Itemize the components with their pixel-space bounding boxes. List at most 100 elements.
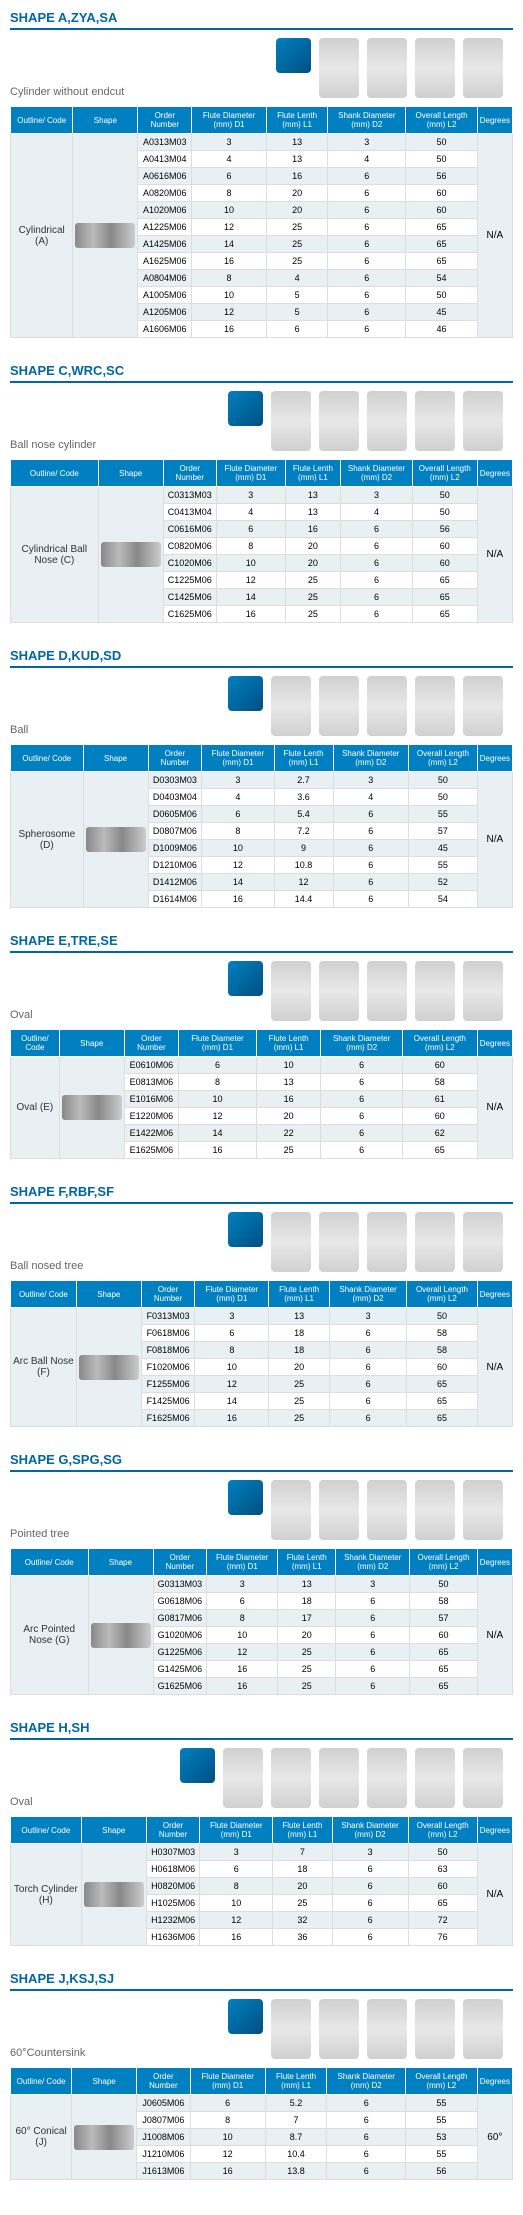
product-thumb xyxy=(367,961,407,1021)
product-thumb xyxy=(367,676,407,736)
data-cell: 10 xyxy=(200,1895,273,1912)
data-cell: 36 xyxy=(273,1929,332,1946)
product-images xyxy=(228,961,513,1021)
table-row: Cylindrical (A)A0313M03313350N/A xyxy=(11,134,513,151)
data-cell: 6 xyxy=(332,1929,408,1946)
data-cell: 65 xyxy=(407,1376,478,1393)
data-cell: 6 xyxy=(336,1644,410,1661)
col-header: Flute Lenth (mm) L1 xyxy=(269,1281,330,1308)
data-cell: 12 xyxy=(192,304,267,321)
data-cell: 14 xyxy=(202,874,274,891)
shape-title: SHAPE F,RBF,SF xyxy=(10,1184,513,1204)
data-cell: A1225M06 xyxy=(138,219,192,236)
data-cell: 8 xyxy=(192,185,267,202)
data-cell: 25 xyxy=(285,606,341,623)
data-cell: 20 xyxy=(285,538,341,555)
data-cell: 63 xyxy=(408,1861,477,1878)
outline-cell: Oval (E) xyxy=(11,1057,60,1159)
data-cell: F0618M06 xyxy=(141,1325,195,1342)
section: SHAPE J,KSJ,SJ60°CountersinkOutline/ Cod… xyxy=(10,1971,513,2180)
data-cell: 5.2 xyxy=(265,2095,327,2112)
data-cell: 6 xyxy=(333,857,409,874)
col-header: Shank Diameter (mm) D2 xyxy=(327,2068,406,2095)
data-cell: 16 xyxy=(200,1929,273,1946)
product-thumb xyxy=(271,961,311,1021)
product-thumb xyxy=(367,1999,407,2059)
data-cell: 25 xyxy=(269,1376,330,1393)
data-cell: 6 xyxy=(336,1678,410,1695)
data-cell: 65 xyxy=(410,1644,477,1661)
section: SHAPE D,KUD,SDBallOutline/ CodeShapeOrde… xyxy=(10,648,513,908)
product-thumb xyxy=(463,1480,503,1540)
data-cell: 54 xyxy=(406,270,477,287)
col-header: Overall Length (mm) L2 xyxy=(409,745,478,772)
outline-cell: Cylindrical Ball Nose (C) xyxy=(11,487,99,623)
data-cell: F1255M06 xyxy=(141,1376,195,1393)
degrees-cell: N/A xyxy=(477,1576,512,1695)
data-cell: G0817M06 xyxy=(153,1610,207,1627)
col-header: Outline/ Code xyxy=(11,1549,89,1576)
data-cell: 8 xyxy=(195,1342,269,1359)
data-cell: 14 xyxy=(195,1393,269,1410)
shape-title: SHAPE J,KSJ,SJ xyxy=(10,1971,513,1991)
data-cell: 3 xyxy=(333,772,409,789)
data-cell: 14 xyxy=(179,1125,257,1142)
col-header: Order Number xyxy=(141,1281,195,1308)
col-header: Shape xyxy=(81,1817,146,1844)
data-cell: 6 xyxy=(190,2095,265,2112)
data-cell: 12 xyxy=(207,1644,278,1661)
product-thumb xyxy=(319,1212,359,1272)
data-cell: 16 xyxy=(202,891,274,908)
shape-thumb xyxy=(86,827,146,852)
col-header: Degrees xyxy=(477,1281,512,1308)
col-header: Flute Diameter (mm) D1 xyxy=(202,745,274,772)
data-cell: 50 xyxy=(408,1844,477,1861)
data-cell: G1225M06 xyxy=(153,1644,207,1661)
data-cell: 6 xyxy=(328,321,406,338)
data-cell: C1625M06 xyxy=(163,606,216,623)
data-cell: 65 xyxy=(408,1895,477,1912)
data-cell: 6 xyxy=(329,1376,406,1393)
data-cell: A1205M06 xyxy=(138,304,192,321)
data-cell: 56 xyxy=(406,168,477,185)
data-cell: 10 xyxy=(195,1359,269,1376)
data-cell: 6 xyxy=(332,1878,408,1895)
data-cell: 55 xyxy=(409,857,478,874)
data-cell: 56 xyxy=(412,521,477,538)
data-cell: D1412M06 xyxy=(148,874,202,891)
data-cell: 10 xyxy=(192,202,267,219)
data-cell: A1005M06 xyxy=(138,287,192,304)
col-header: Outline/ Code xyxy=(11,2068,72,2095)
data-cell: 6 xyxy=(328,219,406,236)
diagram-icon xyxy=(228,391,263,426)
data-cell: 60 xyxy=(406,185,477,202)
data-cell: A0413M04 xyxy=(138,151,192,168)
data-cell: 6 xyxy=(327,2163,406,2180)
data-cell: 18 xyxy=(269,1342,330,1359)
data-cell: 8 xyxy=(190,2112,265,2129)
data-cell: 6 xyxy=(333,806,409,823)
data-cell: 6 xyxy=(333,823,409,840)
data-cell: D0605M06 xyxy=(148,806,202,823)
data-cell: 6 xyxy=(179,1057,257,1074)
data-cell: 6 xyxy=(329,1410,406,1427)
col-header: Order Number xyxy=(137,2068,190,2095)
data-cell: 6 xyxy=(341,572,413,589)
data-cell: 16 xyxy=(207,1678,278,1695)
shape-cell xyxy=(88,1576,153,1695)
spec-table: Outline/ CodeShapeOrder NumberFlute Diam… xyxy=(10,1548,513,1695)
data-cell: 6 xyxy=(329,1325,406,1342)
col-header: Shape xyxy=(59,1030,124,1057)
product-thumb xyxy=(415,1212,455,1272)
data-cell: 20 xyxy=(278,1627,336,1644)
data-cell: 6 xyxy=(195,1325,269,1342)
data-cell: 3 xyxy=(336,1576,410,1593)
product-thumb xyxy=(463,676,503,736)
product-thumb xyxy=(367,1480,407,1540)
data-cell: 14.4 xyxy=(274,891,333,908)
data-cell: 45 xyxy=(406,304,477,321)
data-cell: 18 xyxy=(273,1861,332,1878)
product-thumb xyxy=(319,1480,359,1540)
col-header: Overall Length (mm) L2 xyxy=(408,1817,477,1844)
data-cell: 50 xyxy=(412,504,477,521)
